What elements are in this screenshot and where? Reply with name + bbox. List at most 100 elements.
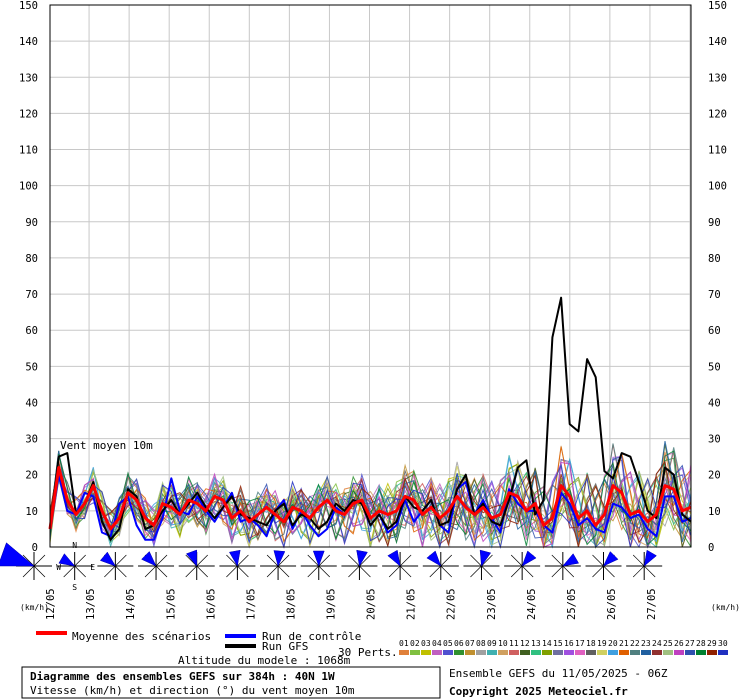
wind-rose	[626, 549, 663, 580]
y-tick-label-left: 50	[25, 361, 38, 373]
pert-number: 05	[443, 639, 453, 648]
mean-line	[48, 466, 692, 531]
pert-swatch	[674, 650, 684, 655]
x-tick-label: 22/05	[446, 588, 458, 620]
pert-number: 23	[641, 639, 651, 648]
wind-rose	[341, 549, 378, 580]
y-tick-label-left: 150	[19, 0, 38, 12]
x-tick-label: 13/05	[85, 588, 97, 620]
x-tick-label: 18/05	[285, 588, 297, 620]
wind-wedge	[229, 549, 241, 567]
y-tick-label-right: 100	[708, 181, 727, 193]
x-tick-label: 17/05	[245, 588, 257, 620]
pert-number: 08	[476, 639, 486, 648]
pert-number: 18	[586, 639, 596, 648]
pert-number: 25	[663, 639, 673, 648]
compass-w: W	[56, 563, 61, 572]
y-tick-label-left: 90	[25, 217, 38, 229]
y-tick-label-left: 70	[25, 289, 38, 301]
y-tick-label-left: 110	[19, 145, 38, 157]
x-tick-label: 23/05	[486, 588, 498, 620]
y-tick-label-left: 10	[25, 506, 38, 518]
y-tick-label-left: 60	[25, 325, 38, 337]
y-tick-label-right: 20	[708, 470, 721, 482]
wind-rose	[300, 550, 337, 580]
wind-wedge	[356, 549, 368, 567]
x-axis-labels: 12/05 13/05 14/05 15/05 16/05 17/05 18/05 19/05…	[45, 588, 658, 620]
perturbation-line	[49, 456, 692, 549]
y-tick-label-left: 120	[19, 108, 38, 120]
y-tick-label-left: 100	[19, 181, 38, 193]
x-unit-right: (km/h)	[711, 603, 740, 612]
pert-number: 27	[685, 639, 695, 648]
wind-rose	[0, 542, 52, 580]
wind-rose	[382, 549, 419, 580]
pert-swatch	[685, 650, 695, 655]
pert-swatch	[608, 650, 618, 655]
pert-swatch	[575, 650, 585, 655]
perturbation-line	[49, 461, 692, 548]
pert-number: 06	[454, 639, 464, 648]
footer-subtitle: Vitesse (km/h) et direction (°) du vent …	[30, 684, 355, 697]
wind-wedge	[387, 549, 401, 567]
copyright: Copyright 2025 Meteociel.fr	[449, 685, 628, 698]
y-tick-label-left: 30	[25, 434, 38, 446]
run-info: Ensemble GEFS du 11/05/2025 - 06Z	[449, 667, 668, 680]
plot-area	[50, 5, 691, 547]
y-tick-label-right: 70	[708, 289, 721, 301]
plot-frame	[49, 4, 692, 548]
main-series-lines	[48, 296, 692, 541]
legend-mean-label: Moyenne des scénarios	[72, 630, 211, 643]
x-tick-label: 24/05	[526, 588, 538, 620]
pert-number: 09	[487, 639, 497, 648]
pert-swatch	[718, 650, 728, 655]
pert-swatch	[564, 650, 574, 655]
x-tick-label: 14/05	[125, 588, 137, 620]
x-tick-label: 15/05	[165, 588, 177, 620]
y-tick-label-left: 0	[32, 542, 38, 554]
x-tick-label: 20/05	[366, 588, 378, 620]
pert-number: 28	[696, 639, 706, 648]
perturbation-line	[49, 463, 692, 549]
wind-rose	[260, 550, 297, 580]
pert-swatch	[630, 650, 640, 655]
pert-swatch	[487, 650, 497, 655]
x-tick-label: 26/05	[606, 588, 618, 620]
wind-wedge	[312, 550, 325, 567]
chart-grid	[50, 4, 691, 548]
y-tick-label-right: 0	[708, 542, 714, 554]
pert-swatch	[443, 650, 453, 655]
y-tick-label-right: 130	[708, 72, 727, 84]
pert-number: 26	[674, 639, 684, 648]
wind-wedge	[521, 550, 537, 567]
compass-s: S	[72, 583, 77, 592]
pert-swatch	[399, 650, 409, 655]
pert-swatch	[520, 650, 530, 655]
wind-rose	[97, 551, 134, 580]
pert-swatch	[509, 650, 519, 655]
wind-rose	[463, 549, 500, 580]
perturbation-line	[49, 460, 692, 548]
x-tick-label: 16/05	[205, 588, 217, 620]
pert-swatch	[498, 650, 508, 655]
pert-swatch	[542, 650, 552, 655]
pert-number: 13	[531, 639, 541, 648]
pert-swatch	[586, 650, 596, 655]
y-tick-label-right: 110	[708, 145, 727, 157]
pert-swatch	[707, 650, 717, 655]
pert-swatch	[476, 650, 486, 655]
pert-swatch	[597, 650, 607, 655]
pert-swatch	[663, 650, 673, 655]
x-tick-label: 21/05	[406, 588, 418, 620]
pert-swatch	[421, 650, 431, 655]
wind-wedge	[562, 553, 580, 567]
wind-rose	[422, 550, 459, 580]
y-tick-label-right: 50	[708, 361, 721, 373]
wind-rose	[544, 552, 581, 580]
pert-number: 04	[432, 639, 442, 648]
pert-swatch	[696, 650, 706, 655]
wind-rose	[138, 551, 175, 580]
footer-box	[21, 666, 441, 699]
y-tick-label-left: 140	[19, 36, 38, 48]
